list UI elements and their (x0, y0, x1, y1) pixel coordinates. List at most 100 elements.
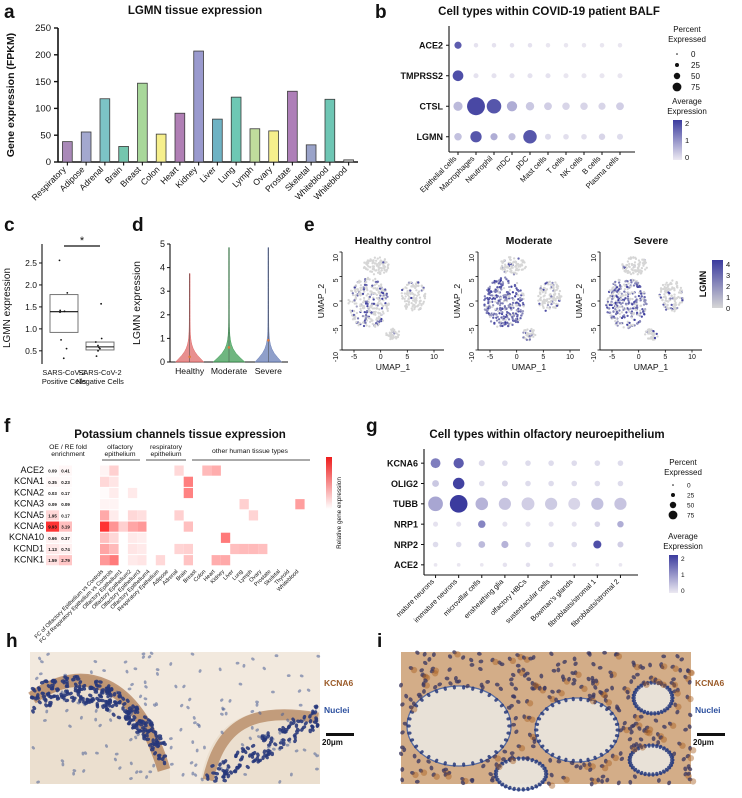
svg-text:Percent: Percent (673, 25, 701, 34)
svg-text:-10: -10 (591, 352, 598, 362)
panel-d-label: d (132, 215, 144, 236)
svg-text:5: 5 (160, 239, 165, 249)
svg-text:1.59: 1.59 (48, 558, 57, 563)
svg-text:UMAP_1: UMAP_1 (376, 362, 411, 372)
panel-g: g Cell types within olfactory neuroepith… (360, 415, 742, 630)
panel-f-heatmap: OE / RE foldenrichmentolfactoryepitheliu… (9, 444, 343, 645)
panel-b-label: b (375, 2, 387, 23)
svg-text:KCND1: KCND1 (13, 543, 44, 553)
svg-text:0.09: 0.09 (61, 502, 70, 507)
panel-b-title: Cell types within COVID-19 patient BALF (438, 6, 660, 18)
svg-text:-5: -5 (351, 354, 357, 361)
svg-text:0: 0 (469, 303, 476, 307)
svg-text:KCNK1: KCNK1 (14, 555, 44, 565)
panel-i: i KCNA6 Nuclei 20μm (371, 630, 742, 798)
svg-text:3.19: 3.19 (61, 525, 70, 530)
svg-text:Healthy: Healthy (175, 366, 205, 376)
panel-h-nuclei-label: Nuclei (324, 705, 350, 715)
svg-text:0.74: 0.74 (61, 547, 70, 552)
svg-text:epithelium: epithelium (151, 451, 182, 458)
svg-text:10: 10 (469, 254, 476, 262)
svg-text:-5: -5 (469, 327, 476, 333)
svg-text:Healthy control: Healthy control (355, 235, 432, 247)
svg-text:0: 0 (379, 354, 383, 361)
svg-text:NRP1: NRP1 (394, 520, 418, 530)
svg-text:1: 1 (726, 293, 730, 302)
panel-b: b Cell types within COVID-19 patient BAL… (371, 0, 742, 212)
svg-text:OLIG2: OLIG2 (391, 479, 418, 489)
svg-text:Lymph: Lymph (230, 164, 255, 189)
svg-text:5: 5 (405, 354, 409, 361)
panel-a-label: a (4, 2, 15, 23)
svg-text:KCNA3: KCNA3 (14, 499, 44, 509)
svg-text:-10: -10 (333, 352, 340, 362)
svg-text:0: 0 (637, 354, 641, 361)
svg-text:UMAP_1: UMAP_1 (634, 362, 669, 372)
svg-text:Expressed: Expressed (664, 468, 702, 477)
svg-text:Moderate: Moderate (211, 366, 248, 376)
svg-text:olfactory: olfactory (107, 444, 133, 451)
svg-text:SARS-CoV-2: SARS-CoV-2 (42, 368, 85, 377)
panel-d-violinplot: 0 1 2 3 4 5 LGMN expression Healthy Moderate Seve… (131, 239, 288, 376)
svg-text:5: 5 (541, 354, 545, 361)
panel-c-boxplot: 0.5 1.0 1.5 2.0 2.5 LGMN expression SARS-CoV-2… (2, 235, 124, 386)
svg-text:TMPRSS2: TMPRSS2 (400, 71, 443, 81)
svg-text:5: 5 (333, 278, 340, 282)
svg-text:SARS-CoV-2: SARS-CoV-2 (78, 368, 121, 377)
svg-text:UMAP_2: UMAP_2 (316, 284, 326, 319)
svg-text:*: * (80, 235, 85, 247)
panel-g-dotplot: KCNA6 OLIG2 TUBB NRP1 NRP2 ACE2 mature neurons… (387, 449, 703, 629)
svg-text:mDC: mDC (494, 154, 513, 173)
svg-text:KCNA6: KCNA6 (387, 459, 418, 469)
svg-text:Expressed: Expressed (668, 35, 706, 44)
svg-text:Liver: Liver (198, 164, 218, 184)
svg-text:-5: -5 (591, 327, 598, 333)
svg-text:mature neurons: mature neurons (394, 577, 436, 619)
svg-text:10: 10 (566, 354, 574, 361)
svg-text:25: 25 (691, 61, 700, 70)
svg-text:50: 50 (687, 503, 695, 510)
svg-text:0.09: 0.09 (48, 502, 57, 507)
svg-text:Expression: Expression (663, 542, 703, 551)
svg-text:2: 2 (681, 556, 685, 563)
svg-text:50: 50 (691, 72, 700, 81)
svg-text:250: 250 (35, 23, 51, 34)
svg-text:0: 0 (515, 354, 519, 361)
svg-text:ACE2: ACE2 (20, 465, 44, 475)
svg-text:0.35: 0.35 (48, 480, 57, 485)
svg-text:50: 50 (40, 130, 51, 141)
svg-text:LGMN: LGMN (698, 271, 708, 298)
svg-text:0.09: 0.09 (48, 469, 57, 474)
svg-text:other human tissue types: other human tissue types (212, 448, 289, 455)
svg-text:Negative Cells: Negative Cells (76, 377, 124, 386)
svg-text:1.5: 1.5 (25, 302, 37, 312)
panel-f-label: f (4, 416, 11, 437)
svg-text:Kidney: Kidney (173, 164, 199, 190)
panel-i-scale-text: 20μm (693, 738, 714, 747)
svg-text:10: 10 (430, 354, 438, 361)
svg-text:-5: -5 (333, 327, 340, 333)
svg-text:1.0: 1.0 (25, 324, 37, 334)
svg-text:0.5: 0.5 (25, 346, 37, 356)
svg-text:0.17: 0.17 (61, 513, 70, 518)
svg-text:0: 0 (333, 303, 340, 307)
svg-text:1.13: 1.13 (48, 547, 57, 552)
svg-text:75: 75 (691, 83, 700, 92)
panel-i-nuclei-label: Nuclei (695, 705, 721, 715)
svg-text:respiratory: respiratory (150, 444, 183, 451)
svg-text:2: 2 (685, 119, 689, 128)
svg-text:UMAP_2: UMAP_2 (574, 284, 584, 319)
svg-text:KCNA2: KCNA2 (14, 487, 44, 497)
svg-text:100: 100 (35, 104, 51, 115)
panel-i-stain-label: KCNA6 (695, 678, 725, 688)
panel-h-scale-bar (326, 733, 354, 736)
svg-text:0.37: 0.37 (61, 536, 70, 541)
svg-text:LGMN expression: LGMN expression (2, 268, 13, 348)
panel-h-scale-text: 20μm (322, 738, 343, 747)
svg-text:0: 0 (591, 303, 598, 307)
svg-text:0.17: 0.17 (61, 491, 70, 496)
svg-text:3: 3 (726, 271, 730, 280)
svg-text:LGMN: LGMN (417, 132, 444, 142)
